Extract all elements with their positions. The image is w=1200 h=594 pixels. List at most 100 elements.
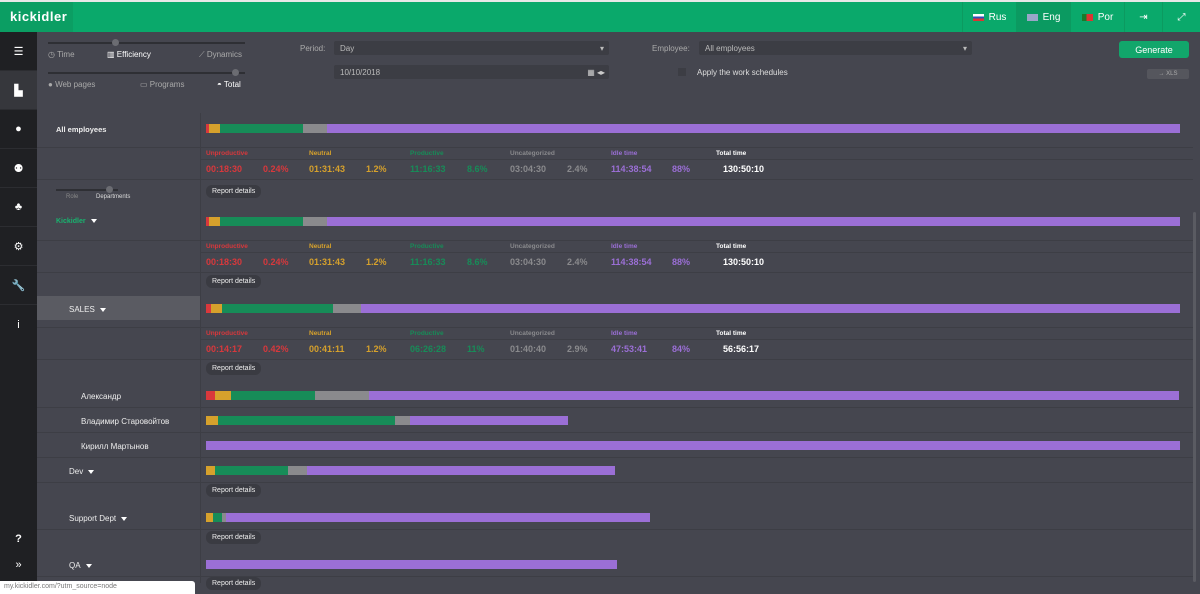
- bar-segment-unproductive: [206, 304, 211, 313]
- group-icon[interactable]: ⚉: [0, 149, 37, 188]
- efficiency-bar[interactable]: [206, 513, 1180, 522]
- row-label[interactable]: Support Dept: [69, 514, 128, 523]
- stat-percent-idle: 88%: [672, 164, 691, 174]
- report-details-button[interactable]: Report details: [206, 185, 262, 198]
- stat-percent-neutral: 1.2%: [366, 257, 387, 267]
- efficiency-bar[interactable]: [206, 560, 1180, 569]
- user-icon[interactable]: ●: [0, 110, 37, 149]
- row-label: Кирилл Мартынов: [81, 442, 149, 451]
- bar-segment-productive: [214, 466, 288, 475]
- row-label[interactable]: Dev: [69, 467, 95, 476]
- bar-segment-neutral: [206, 466, 215, 475]
- view-mode-slider[interactable]: [48, 39, 245, 46]
- caret-down-icon[interactable]: [90, 219, 97, 224]
- report-details-button[interactable]: Report details: [206, 275, 262, 288]
- bar-segment-uncategorized: [315, 391, 369, 400]
- efficiency-bar[interactable]: [206, 217, 1180, 226]
- employee-select[interactable]: All employees ▾: [699, 41, 972, 55]
- logo[interactable]: kickidler: [0, 2, 73, 32]
- report-details-button[interactable]: Report details: [206, 531, 262, 544]
- bar-segment-productive: [212, 513, 222, 522]
- row-divider: [37, 240, 1193, 241]
- info-icon[interactable]: i: [17, 318, 20, 331]
- scope-slider[interactable]: [48, 69, 245, 76]
- bar-segment-neutral: [206, 416, 218, 425]
- bar-segment-uncategorized: [287, 466, 308, 475]
- lang-rus-button[interactable]: Rus: [962, 2, 1016, 32]
- stat-label-total: Total time: [716, 243, 747, 250]
- stat-label-neutral: Neutral: [309, 330, 332, 337]
- chart-icon[interactable]: ▙: [0, 71, 37, 110]
- caret-down-icon[interactable]: [88, 469, 95, 474]
- report-details-button[interactable]: Report details: [206, 577, 262, 590]
- scope-web-pages[interactable]: ● Web pages: [48, 80, 96, 89]
- view-time[interactable]: ◷ Time: [48, 50, 75, 59]
- row-label[interactable]: QA: [69, 561, 92, 570]
- scope-programs[interactable]: ▭ Programs: [140, 80, 185, 89]
- apply-schedules-checkbox[interactable]: [678, 68, 686, 76]
- lang-eng-button[interactable]: Eng: [1016, 2, 1070, 32]
- efficiency-bar[interactable]: [206, 441, 1180, 450]
- efficiency-bar[interactable]: [206, 416, 1180, 425]
- row-divider: [37, 576, 1193, 577]
- view-efficiency[interactable]: ▥ Efficiency: [107, 50, 151, 59]
- date-input[interactable]: 10/10/2018 ▦ ◂▸: [334, 65, 609, 79]
- efficiency-bar[interactable]: [206, 124, 1180, 133]
- row-highlight: [37, 296, 200, 320]
- expand-icon[interactable]: »: [15, 559, 22, 571]
- stat-time-neutral: 00:41:11: [309, 344, 345, 354]
- scrollbar[interactable]: [1193, 212, 1196, 582]
- hierarchy-icon[interactable]: ♣: [0, 188, 37, 227]
- stat-time-productive: 11:16:33: [410, 257, 446, 267]
- export-xls-button[interactable]: → XLS: [1147, 69, 1189, 79]
- slider-knob[interactable]: [232, 69, 239, 76]
- bar-segment-idle: [206, 441, 1180, 450]
- grouping-slider[interactable]: [56, 186, 118, 193]
- grouping-role[interactable]: Role: [66, 194, 79, 200]
- view-dynamics[interactable]: ⟋ Dynamics: [199, 50, 242, 59]
- slider-knob[interactable]: [106, 186, 113, 193]
- caret-down-icon[interactable]: [99, 307, 106, 312]
- row-divider: [37, 179, 1193, 180]
- bar-segment-uncategorized: [332, 304, 361, 313]
- generate-button[interactable]: Generate: [1119, 41, 1189, 58]
- slider-knob[interactable]: [112, 39, 119, 46]
- row-label[interactable]: SALES: [69, 305, 106, 314]
- list-icon[interactable]: ☰: [0, 32, 37, 71]
- report-details-button[interactable]: Report details: [206, 484, 262, 497]
- stat-label-productive: Productive: [410, 243, 444, 250]
- flag-uk-icon: [1026, 13, 1038, 21]
- caret-down-icon[interactable]: [121, 516, 128, 521]
- stat-time-uncategorized: 03:04:30: [510, 164, 547, 174]
- apply-schedules-label[interactable]: Apply the work schedules: [697, 68, 788, 77]
- stat-time-idle: 114:38:54: [611, 257, 652, 267]
- help-icon[interactable]: ?: [15, 533, 22, 545]
- logout-icon[interactable]: ⇥: [1124, 2, 1162, 32]
- top-bar: kickidler Rus Eng Por ⇥ ⤢: [0, 0, 1200, 32]
- report-details-button[interactable]: Report details: [206, 362, 262, 375]
- bar-segment-neutral: [206, 513, 213, 522]
- bar-segment-productive: [231, 391, 316, 400]
- bar-segment-unproductive: [206, 217, 209, 226]
- stat-label-uncategorized: Uncategorized: [510, 330, 555, 337]
- efficiency-bar[interactable]: [206, 304, 1180, 313]
- efficiency-bar[interactable]: [206, 391, 1180, 400]
- period-select[interactable]: Day ▾: [334, 41, 609, 55]
- wrench-icon[interactable]: 🔧: [0, 266, 37, 305]
- grouping-departments[interactable]: Departments: [96, 194, 131, 200]
- gears-icon[interactable]: ⚙: [0, 227, 37, 266]
- fullscreen-icon[interactable]: ⤢: [1162, 2, 1200, 32]
- scope-total[interactable]: ◓ Total: [217, 80, 241, 89]
- stat-percent-productive: 11%: [467, 344, 485, 354]
- bar-segment-productive: [219, 217, 304, 226]
- status-url: my.kickidler.com/?utm_source=node: [0, 581, 195, 594]
- lang-por-button[interactable]: Por: [1070, 2, 1124, 32]
- employee-label: Employee:: [652, 44, 690, 53]
- stat-label-neutral: Neutral: [309, 150, 332, 157]
- stat-label-idle: Idle time: [611, 150, 638, 157]
- bar-segment-productive: [219, 124, 304, 133]
- caret-down-icon[interactable]: [85, 563, 92, 568]
- stat-label-unproductive: Unproductive: [206, 243, 248, 250]
- row-label[interactable]: Kickidler: [56, 218, 97, 225]
- efficiency-bar[interactable]: [206, 466, 1180, 475]
